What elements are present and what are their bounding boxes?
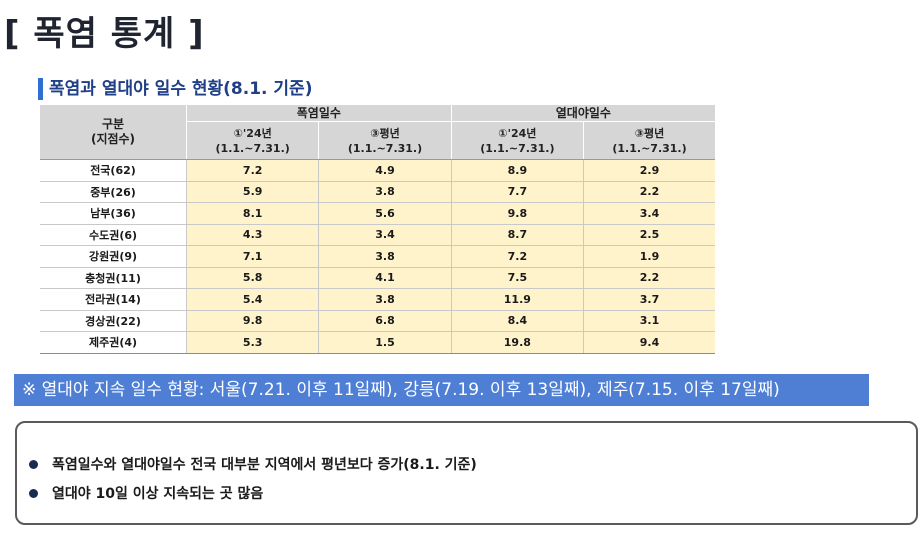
value-cell: 2.9 xyxy=(583,159,715,182)
value-cell: 3.7 xyxy=(583,288,715,311)
summary-text: 열대야 10일 이상 지속되는 곳 많음 xyxy=(52,486,264,502)
bullet-dot-icon xyxy=(29,459,38,469)
table-row: 전라권(14) 5.4 3.8 11.9 3.7 xyxy=(40,288,715,311)
region-cell: 경상권(22) xyxy=(40,310,187,332)
sub-header: ③평년 (1.1.~7.31.) xyxy=(318,121,452,160)
value-cell: 8.4 xyxy=(450,310,584,332)
value-cell: 5.4 xyxy=(185,288,319,311)
sub-header-period: (1.1.~7.31.) xyxy=(612,141,687,155)
value-cell: 8.9 xyxy=(450,159,584,182)
value-cell: 9.8 xyxy=(450,202,584,225)
value-cell: 3.4 xyxy=(318,224,452,246)
sub-header: ③평년 (1.1.~7.31.) xyxy=(583,121,715,160)
note-bar: ※ 열대야 지속 일수 현황: 서울(7.21. 이후 11일째), 강릉(7.… xyxy=(14,374,869,406)
value-cell: 2.5 xyxy=(583,224,715,246)
table-row: 수도권(6) 4.3 3.4 8.7 2.5 xyxy=(40,224,715,246)
region-cell: 충청권(11) xyxy=(40,267,187,289)
region-cell: 수도권(6) xyxy=(40,224,187,246)
value-cell: 5.8 xyxy=(185,267,319,289)
region-cell: 전라권(14) xyxy=(40,288,187,311)
section-title: 폭염과 열대야 일수 현황(8.1. 기준) xyxy=(38,78,312,100)
sub-header: ①'24년 (1.1.~7.31.) xyxy=(450,121,584,160)
value-cell: 19.8 xyxy=(450,331,584,354)
value-cell: 4.3 xyxy=(185,224,319,246)
region-cell: 강원권(9) xyxy=(40,245,187,268)
table-row: 강원권(9) 7.1 3.8 7.2 1.9 xyxy=(40,245,715,268)
region-cell: 제주권(4) xyxy=(40,331,187,354)
value-cell: 2.2 xyxy=(583,267,715,289)
stats-table: 구분 (지점수) 폭염일수 열대야일수 ①'24년 (1.1.~7.31.) ③… xyxy=(40,105,715,354)
table-row: 전국(62) 7.2 4.9 8.9 2.9 xyxy=(40,159,715,182)
sub-header-label: ①'24년 xyxy=(233,126,272,140)
sub-header-period: (1.1.~7.31.) xyxy=(480,141,555,155)
value-cell: 9.8 xyxy=(185,310,319,332)
group-header-tropical-night: 열대야일수 xyxy=(450,105,715,122)
value-cell: 5.9 xyxy=(185,181,319,203)
value-cell: 3.4 xyxy=(583,202,715,225)
row-header-sublabel: (지점수) xyxy=(90,132,136,146)
region-cell: 전국(62) xyxy=(40,159,187,182)
summary-item: 폭염일수와 열대야일수 전국 대부분 지역에서 평년보다 증가(8.1. 기준) xyxy=(29,454,477,474)
value-cell: 3.1 xyxy=(583,310,715,332)
value-cell: 7.2 xyxy=(450,245,584,268)
value-cell: 4.1 xyxy=(318,267,452,289)
value-cell: 8.7 xyxy=(450,224,584,246)
value-cell: 2.2 xyxy=(583,181,715,203)
page-title: [ 폭염 통계 ] xyxy=(4,14,205,54)
row-header-label: 구분 xyxy=(101,117,125,131)
value-cell: 8.1 xyxy=(185,202,319,225)
sub-header-label: ①'24년 xyxy=(498,126,537,140)
sub-header-label: ③평년 xyxy=(370,126,400,140)
summary-item: 열대야 10일 이상 지속되는 곳 많음 xyxy=(29,483,263,503)
value-cell: 9.4 xyxy=(583,331,715,354)
value-cell: 7.2 xyxy=(185,159,319,182)
value-cell: 1.9 xyxy=(583,245,715,268)
sub-header: ①'24년 (1.1.~7.31.) xyxy=(185,121,319,160)
value-cell: 7.7 xyxy=(450,181,584,203)
row-header: 구분 (지점수) xyxy=(40,105,187,160)
bullet-dot-icon xyxy=(29,488,38,498)
value-cell: 3.8 xyxy=(318,245,452,268)
table-row: 중부(26) 5.9 3.8 7.7 2.2 xyxy=(40,181,715,203)
table-row: 경상권(22) 9.8 6.8 8.4 3.1 xyxy=(40,310,715,332)
sub-header-period: (1.1.~7.31.) xyxy=(347,141,423,155)
table-row: 제주권(4) 5.3 1.5 19.8 9.4 xyxy=(40,331,715,354)
table-row: 남부(36) 8.1 5.6 9.8 3.4 xyxy=(40,202,715,225)
group-header-heatwave: 폭염일수 xyxy=(186,105,452,122)
value-cell: 7.5 xyxy=(450,267,584,289)
value-cell: 3.8 xyxy=(318,288,452,311)
value-cell: 4.9 xyxy=(318,159,452,182)
sub-header-period: (1.1.~7.31.) xyxy=(215,141,290,155)
summary-text: 폭염일수와 열대야일수 전국 대부분 지역에서 평년보다 증가(8.1. 기준) xyxy=(52,457,477,473)
region-cell: 남부(36) xyxy=(40,202,187,225)
value-cell: 5.3 xyxy=(185,331,319,354)
value-cell: 11.9 xyxy=(450,288,584,311)
value-cell: 3.8 xyxy=(318,181,452,203)
region-cell: 중부(26) xyxy=(40,181,187,203)
sub-header-label: ③평년 xyxy=(634,126,665,140)
value-cell: 6.8 xyxy=(318,310,452,332)
value-cell: 7.1 xyxy=(185,245,319,268)
value-cell: 1.5 xyxy=(318,331,452,354)
summary-box: 폭염일수와 열대야일수 전국 대부분 지역에서 평년보다 증가(8.1. 기준)… xyxy=(15,421,918,525)
table-row: 충청권(11) 5.8 4.1 7.5 2.2 xyxy=(40,267,715,289)
value-cell: 5.6 xyxy=(318,202,452,225)
